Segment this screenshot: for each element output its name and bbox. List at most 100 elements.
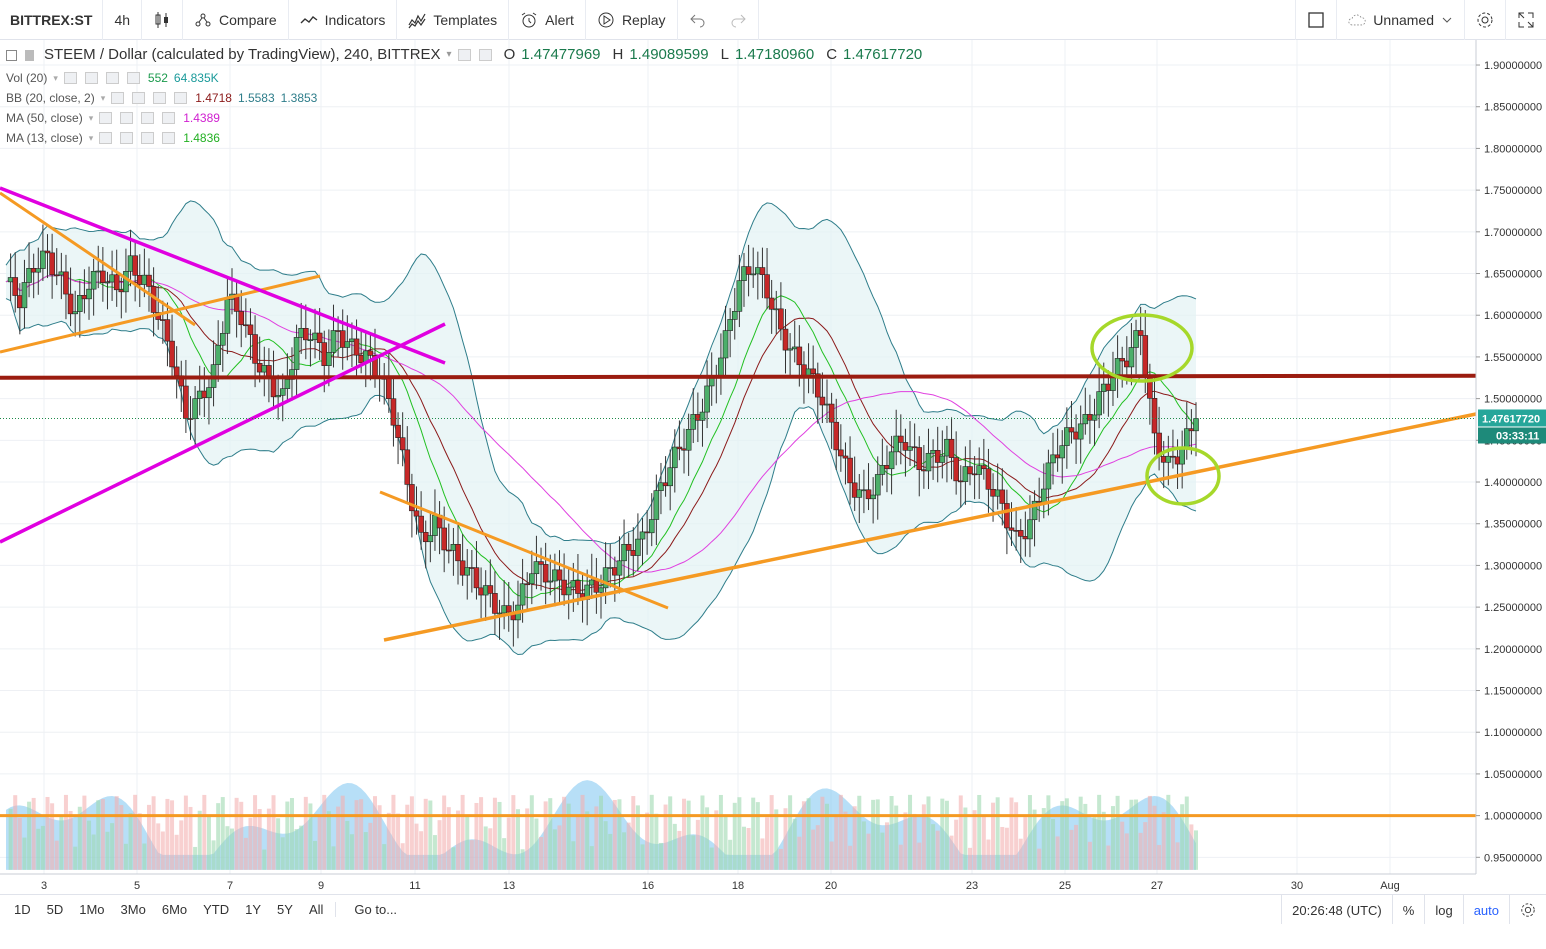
compare-button[interactable]: Compare — [183, 0, 289, 40]
price-chart[interactable]: 1.90000000 1.85000000 1.80000000 1.75000000… — [0, 40, 1546, 894]
close-icon[interactable] — [162, 132, 176, 144]
range-button-5y[interactable]: 5Y — [277, 902, 293, 917]
range-button-all[interactable]: All — [308, 902, 324, 917]
candle-body — [95, 270, 102, 273]
fullscreen-button[interactable] — [1505, 0, 1546, 40]
candle-body — [30, 268, 37, 273]
fullscreen-toggle[interactable] — [1295, 0, 1336, 40]
price-tick-label: 1.55000000 — [1484, 352, 1542, 364]
volume-bar — [27, 801, 32, 870]
candle-body — [233, 293, 240, 312]
candle-body — [690, 414, 697, 430]
range-button-5d[interactable]: 5D — [46, 902, 64, 917]
gear-icon[interactable] — [120, 112, 134, 124]
candle-body — [418, 515, 424, 533]
range-button-1d[interactable]: 1D — [14, 902, 31, 917]
candle-body — [146, 274, 152, 287]
candle-body — [196, 390, 203, 399]
high-value: 1.49089599 — [629, 46, 709, 63]
volume-bar — [575, 815, 580, 870]
volume-bar — [1097, 794, 1102, 870]
interval-label: 4h — [114, 11, 131, 28]
range-button-ytd[interactable]: YTD — [203, 902, 230, 917]
candle-body — [455, 543, 461, 562]
range-button-6mo[interactable]: 6Mo — [161, 902, 188, 917]
collapse-toggle[interactable] — [6, 49, 17, 61]
candle-body — [183, 385, 189, 419]
templates-button[interactable]: Templates — [397, 0, 510, 40]
volume-bar — [599, 795, 603, 870]
add-icon[interactable] — [141, 112, 155, 124]
settings-button[interactable] — [1464, 0, 1505, 40]
percent-scale-button[interactable]: % — [1391, 895, 1425, 925]
volume-bar — [1138, 832, 1143, 870]
close-icon[interactable] — [162, 112, 176, 124]
scale-settings-button[interactable] — [1509, 895, 1546, 925]
alert-button[interactable]: Alert — [509, 0, 586, 40]
volume-bar — [631, 796, 636, 870]
bb-lower-value: 1.3853 — [280, 91, 318, 105]
add-icon[interactable] — [141, 132, 155, 144]
candle-body — [547, 580, 554, 583]
time-tick-label: 23 — [966, 880, 978, 892]
ma13-legend[interactable]: MA (13, close) ▾ 1.4836 — [0, 128, 922, 148]
volume-bar — [672, 823, 677, 870]
bb-legend[interactable]: BB (20, close, 2) ▾ 1.4718 1.5583 1.3853 — [0, 88, 922, 108]
eye-icon[interactable] — [63, 72, 77, 84]
symbol-search[interactable]: BITTREX:ST — [0, 0, 104, 40]
candle-body — [1073, 431, 1079, 440]
candle-body — [1059, 445, 1066, 459]
gear-icon[interactable] — [132, 92, 146, 104]
candle-body — [750, 273, 757, 276]
eye-icon[interactable] — [111, 92, 125, 104]
candle-body — [519, 583, 526, 606]
gear-icon[interactable] — [120, 132, 134, 144]
volume-bar — [340, 795, 345, 870]
goto-button[interactable]: Go to... — [335, 902, 397, 917]
candle-body — [1077, 423, 1084, 440]
eye-icon[interactable] — [99, 112, 113, 124]
candle-body — [1040, 488, 1047, 503]
candle-body — [957, 480, 964, 483]
replay-button[interactable]: Replay — [586, 0, 678, 40]
candle-body — [298, 328, 304, 338]
gear-icon[interactable] — [478, 49, 492, 61]
symbol-label: BITTREX:ST — [10, 11, 93, 28]
undo-button[interactable] — [678, 0, 718, 40]
add-icon[interactable] — [105, 72, 119, 84]
volume-bar — [1101, 811, 1106, 870]
range-button-1mo[interactable]: 1Mo — [79, 902, 105, 917]
candle-body — [861, 489, 867, 492]
layout-menu[interactable]: Unnamed — [1336, 0, 1464, 40]
gear-icon[interactable] — [84, 72, 98, 84]
candle-body — [727, 319, 733, 331]
candle-body — [123, 271, 129, 293]
add-icon[interactable] — [153, 92, 167, 104]
volume-bar — [539, 837, 544, 870]
candle-body — [284, 379, 291, 389]
volume-bar — [1175, 842, 1180, 870]
volume-legend[interactable]: Vol (20) ▾ 552 64.835K — [0, 68, 922, 88]
dropdown-icon[interactable]: ▾ — [446, 49, 452, 60]
redo-button[interactable] — [718, 0, 759, 40]
volume-bar — [96, 800, 101, 870]
log-scale-button[interactable]: log — [1424, 895, 1462, 925]
close-icon[interactable] — [174, 92, 188, 104]
range-button-3mo[interactable]: 3Mo — [120, 902, 146, 917]
auto-scale-button[interactable]: auto — [1462, 895, 1509, 925]
indicators-button[interactable]: Indicators — [289, 0, 398, 40]
volume-bar — [668, 796, 673, 870]
volume-bar — [926, 796, 931, 870]
volume-bar — [456, 810, 461, 870]
volume-bar — [806, 798, 811, 870]
candle-body — [104, 281, 111, 284]
eye-icon[interactable] — [99, 132, 113, 144]
volume-bar — [423, 798, 428, 870]
volume-bar — [746, 828, 751, 870]
chart-style-button[interactable] — [142, 0, 184, 40]
interval-button[interactable]: 4h — [103, 0, 143, 40]
ma50-legend[interactable]: MA (50, close) ▾ 1.4389 — [0, 108, 922, 128]
range-button-1y[interactable]: 1Y — [245, 902, 262, 917]
eye-icon[interactable] — [457, 49, 471, 61]
close-icon[interactable] — [126, 72, 140, 84]
